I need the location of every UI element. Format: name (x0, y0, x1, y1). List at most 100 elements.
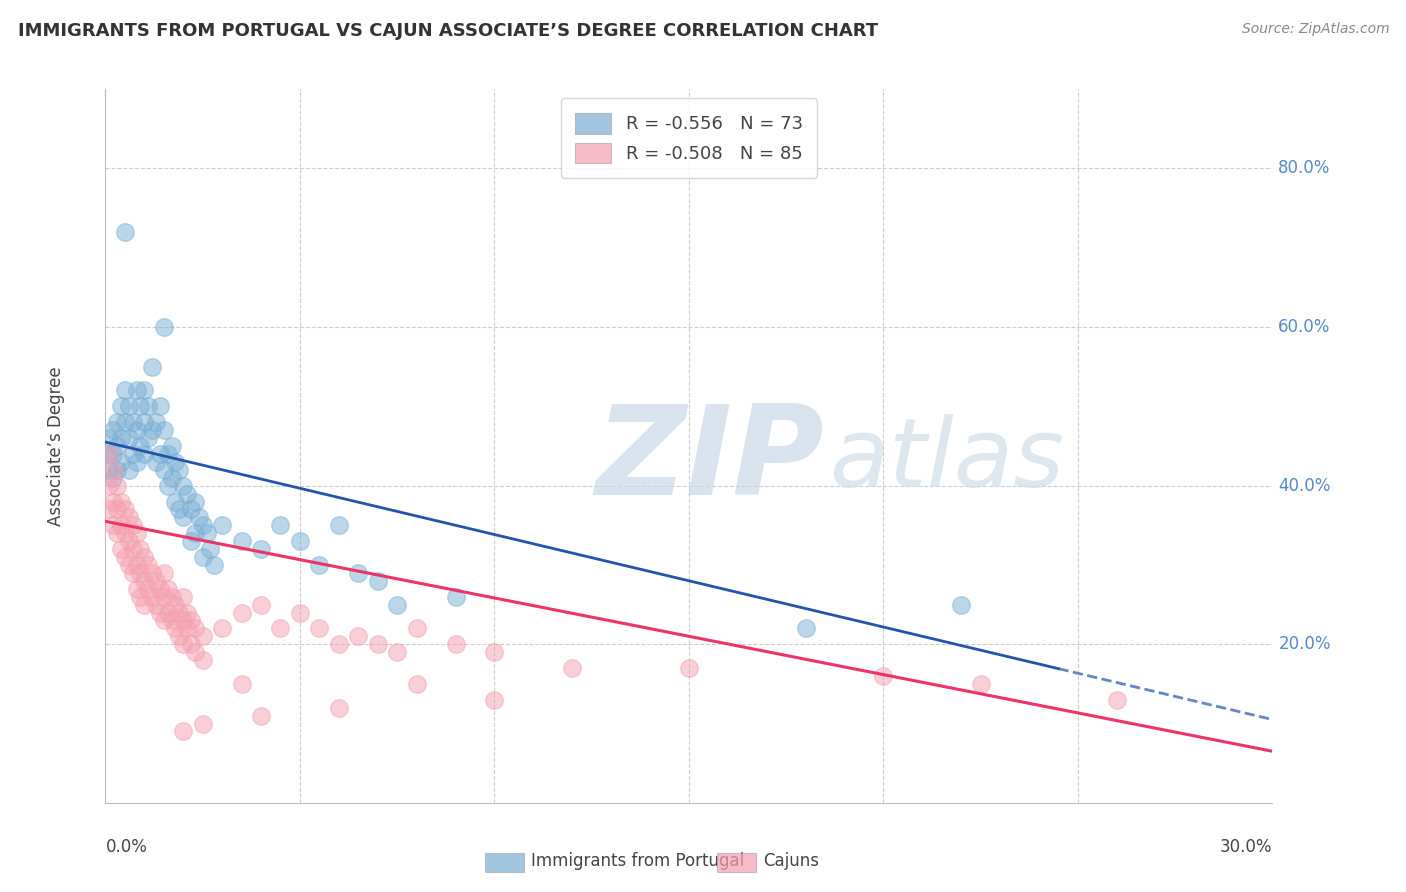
Text: 60.0%: 60.0% (1278, 318, 1330, 336)
Point (125, 526, 148, 541)
Point (211, 621, 233, 635)
Point (156, 606, 179, 620)
Point (114, 526, 136, 541)
Point (121, 566, 143, 580)
Point (269, 518, 292, 533)
Point (152, 423, 174, 437)
Point (184, 494, 207, 508)
Point (121, 415, 143, 429)
Point (103, 471, 125, 485)
Point (269, 621, 292, 635)
Point (136, 431, 159, 445)
Point (103, 463, 125, 477)
Point (328, 700, 350, 714)
Point (141, 590, 163, 604)
Point (347, 566, 370, 580)
Point (98, 447, 121, 461)
Point (149, 400, 172, 414)
Point (308, 621, 330, 635)
Point (444, 637, 467, 651)
Point (195, 526, 218, 541)
Point (191, 716, 214, 731)
Point (172, 510, 194, 524)
Point (145, 598, 167, 612)
Point (180, 502, 202, 516)
Point (110, 431, 132, 445)
Point (118, 463, 141, 477)
Point (118, 400, 141, 414)
Point (103, 447, 125, 461)
Point (149, 606, 172, 620)
Point (121, 518, 143, 533)
Point (145, 574, 167, 588)
Point (288, 534, 311, 549)
Point (114, 384, 136, 398)
Point (191, 653, 214, 667)
Point (129, 439, 152, 453)
Point (165, 455, 187, 469)
Point (172, 724, 194, 739)
Text: 20.0%: 20.0% (1278, 635, 1330, 653)
Point (98, 502, 121, 516)
Text: 30.0%: 30.0% (1220, 838, 1272, 856)
Point (129, 400, 152, 414)
Point (184, 621, 207, 635)
Point (405, 677, 427, 691)
Point (141, 566, 163, 580)
Point (105, 478, 128, 492)
Point (231, 534, 253, 549)
Point (134, 384, 156, 398)
Text: atlas: atlas (830, 414, 1064, 507)
Point (156, 582, 179, 596)
Point (118, 534, 141, 549)
Text: IMMIGRANTS FROM PORTUGAL VS CAJUN ASSOCIATE’S DEGREE CORRELATION CHART: IMMIGRANTS FROM PORTUGAL VS CAJUN ASSOCI… (18, 22, 879, 40)
Point (114, 415, 136, 429)
Point (231, 677, 253, 691)
Text: Source: ZipAtlas.com: Source: ZipAtlas.com (1241, 22, 1389, 37)
Point (191, 549, 214, 564)
Point (794, 621, 817, 635)
Point (136, 400, 159, 414)
Point (125, 582, 148, 596)
Point (250, 708, 273, 723)
Point (180, 637, 202, 651)
Point (114, 225, 136, 239)
Point (250, 542, 273, 557)
Point (103, 518, 125, 533)
Point (136, 582, 159, 596)
Point (105, 502, 128, 516)
Point (367, 637, 389, 651)
Point (110, 494, 132, 508)
Point (118, 431, 141, 445)
Point (231, 606, 253, 620)
Point (136, 558, 159, 572)
Point (187, 510, 209, 524)
Point (129, 566, 152, 580)
Point (484, 645, 506, 659)
Point (152, 320, 174, 334)
Point (165, 621, 187, 635)
Point (176, 621, 198, 635)
Point (152, 463, 174, 477)
Point (202, 558, 225, 572)
Point (118, 510, 141, 524)
Point (105, 415, 128, 429)
Point (160, 439, 183, 453)
Point (103, 423, 125, 437)
Point (105, 439, 128, 453)
Point (105, 526, 128, 541)
Point (98, 478, 121, 492)
Point (561, 661, 583, 675)
Point (328, 637, 350, 651)
Point (134, 549, 156, 564)
Point (165, 494, 187, 508)
Text: Immigrants from Portugal: Immigrants from Portugal (531, 852, 745, 870)
Point (180, 534, 202, 549)
Point (172, 478, 194, 492)
Point (149, 447, 172, 461)
Text: Associate’s Degree: Associate’s Degree (48, 367, 66, 525)
Point (184, 526, 207, 541)
Point (129, 590, 152, 604)
Point (149, 582, 172, 596)
Point (191, 629, 214, 643)
